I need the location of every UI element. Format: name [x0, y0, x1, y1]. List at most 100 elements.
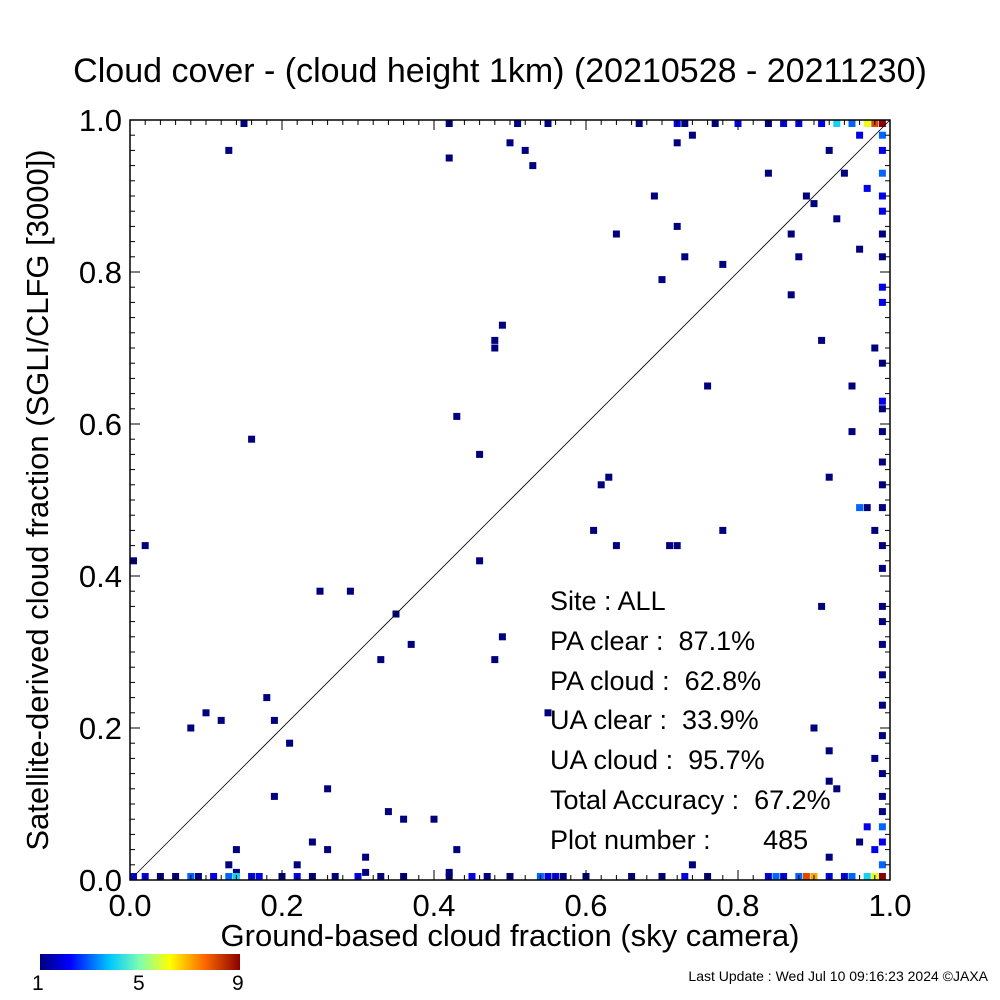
heatmap-cell — [848, 428, 856, 436]
heatmap-cell — [430, 815, 438, 823]
colorbar-label-mid: 5 — [133, 972, 145, 995]
heatmap-cell — [878, 618, 886, 626]
heatmap-cell — [878, 207, 886, 215]
y-axis-label: Satellite-derived cloud fraction (SGLI/C… — [20, 149, 55, 851]
heatmap-cells — [130, 120, 886, 880]
heatmap-cell — [445, 868, 453, 876]
heatmap-cell — [506, 139, 514, 147]
heatmap-cell — [856, 131, 864, 139]
stat-plot-number: Plot number : 485 — [550, 824, 809, 855]
heatmap-cell — [476, 450, 484, 458]
heatmap-cell — [688, 131, 696, 139]
heatmap-cell — [498, 321, 506, 329]
heatmap-cell — [187, 724, 195, 732]
heatmap-cell — [217, 716, 225, 724]
stat-pa-clear: PA clear : 87.1% — [550, 625, 756, 656]
heatmap-cell — [878, 701, 886, 709]
heatmap-cell — [225, 861, 233, 869]
heatmap-cell — [878, 770, 886, 778]
heatmap-cell — [833, 120, 841, 127]
heatmap-cell — [825, 853, 833, 861]
heatmap-cell — [210, 873, 218, 880]
heatmap-cell — [316, 587, 324, 595]
heatmap-cell — [711, 120, 719, 127]
heatmap-cell — [635, 120, 643, 127]
heatmap-cell — [856, 838, 864, 846]
heatmap-cell — [240, 120, 248, 127]
heatmap-cell — [681, 873, 689, 880]
heatmap-cell — [833, 785, 841, 793]
heatmap-cell — [559, 873, 567, 880]
heatmap-cell — [856, 504, 864, 512]
plot-frame — [129, 119, 891, 881]
heatmap-cell — [848, 873, 856, 880]
heatmap-cell — [878, 397, 886, 405]
heatmap-cell — [544, 873, 552, 880]
heatmap-cell — [878, 230, 886, 238]
heatmap-cell — [818, 120, 826, 127]
heatmap-cell — [362, 853, 370, 861]
heatmap-cell — [673, 222, 681, 230]
y-tick-label: 0.6 — [79, 407, 122, 442]
one-to-one-line — [129, 119, 891, 881]
heatmap-cell — [384, 808, 392, 816]
stat-site: Site : ALL — [550, 586, 666, 616]
y-tick-label: 0.0 — [79, 863, 122, 898]
heatmap-cell — [324, 846, 332, 854]
heatmap-cell — [863, 823, 871, 831]
heatmap-cell — [787, 291, 795, 299]
heatmap-cell — [688, 861, 696, 869]
heatmap-cell — [225, 146, 233, 154]
y-tick-label: 1.0 — [79, 103, 122, 138]
heatmap-cell — [666, 542, 674, 550]
heatmap-cell — [878, 861, 886, 869]
x-tick-label: 1.0 — [868, 888, 911, 923]
heatmap-cell — [878, 671, 886, 679]
heatmap-cell — [863, 120, 871, 127]
heatmap-cell — [878, 428, 886, 436]
stat-ua-clear: UA clear : 33.9% — [550, 705, 759, 736]
heatmap-cell — [612, 230, 620, 238]
heatmap-cell — [871, 344, 879, 352]
heatmap-cell — [863, 184, 871, 192]
heatmap-cell — [863, 873, 871, 880]
colorbar-label-max: 9 — [232, 972, 244, 995]
x-axis-label: Ground-based cloud fraction (sky camera) — [220, 918, 800, 953]
y-tick-label: 0.2 — [79, 711, 122, 746]
heatmap-cell — [544, 709, 552, 717]
heatmap-cell — [810, 200, 818, 208]
heatmap-cell — [476, 557, 484, 565]
heatmap-cell — [544, 120, 552, 127]
stats-panel: Site : ALL PA clear : 87.1% PA cloud : 6… — [550, 582, 831, 861]
heatmap-cell — [848, 382, 856, 390]
heatmap-cell — [764, 169, 772, 177]
heatmap-cell — [787, 230, 795, 238]
heatmap-cell — [377, 873, 385, 880]
heatmap-cell — [346, 587, 354, 595]
heatmap-cell — [293, 861, 301, 869]
heatmap-cell — [719, 260, 727, 268]
axis-ticks: 0.0 0.2 0.4 0.6 0.8 1.0 0.0 0.2 0.4 0.6 0.8 1.0 — [79, 103, 912, 923]
heatmap-cell — [453, 412, 461, 420]
heatmap-cell — [225, 873, 233, 880]
heatmap-cell — [605, 473, 613, 481]
heatmap-cell — [658, 276, 666, 284]
heatmap-cell — [232, 868, 240, 876]
chart-title: Cloud cover - (cloud height 1km) (202105… — [73, 52, 927, 90]
heatmap-cell — [673, 542, 681, 550]
heatmap-cell — [818, 602, 826, 610]
heatmap-cell — [681, 253, 689, 261]
heatmap-cell — [719, 526, 727, 534]
heatmap-cell — [878, 838, 886, 846]
heatmap-cell — [498, 633, 506, 641]
heatmap-cell — [871, 754, 879, 762]
heatmap-cell — [681, 120, 689, 127]
heatmap-cell — [202, 709, 210, 717]
heatmap-cell — [704, 382, 712, 390]
heatmap-cell — [878, 640, 886, 648]
heatmap-cell — [331, 873, 339, 880]
heatmap-cell — [878, 564, 886, 572]
heatmap-cell — [612, 542, 620, 550]
heatmap-cell — [878, 873, 886, 880]
colorbar — [40, 954, 240, 970]
